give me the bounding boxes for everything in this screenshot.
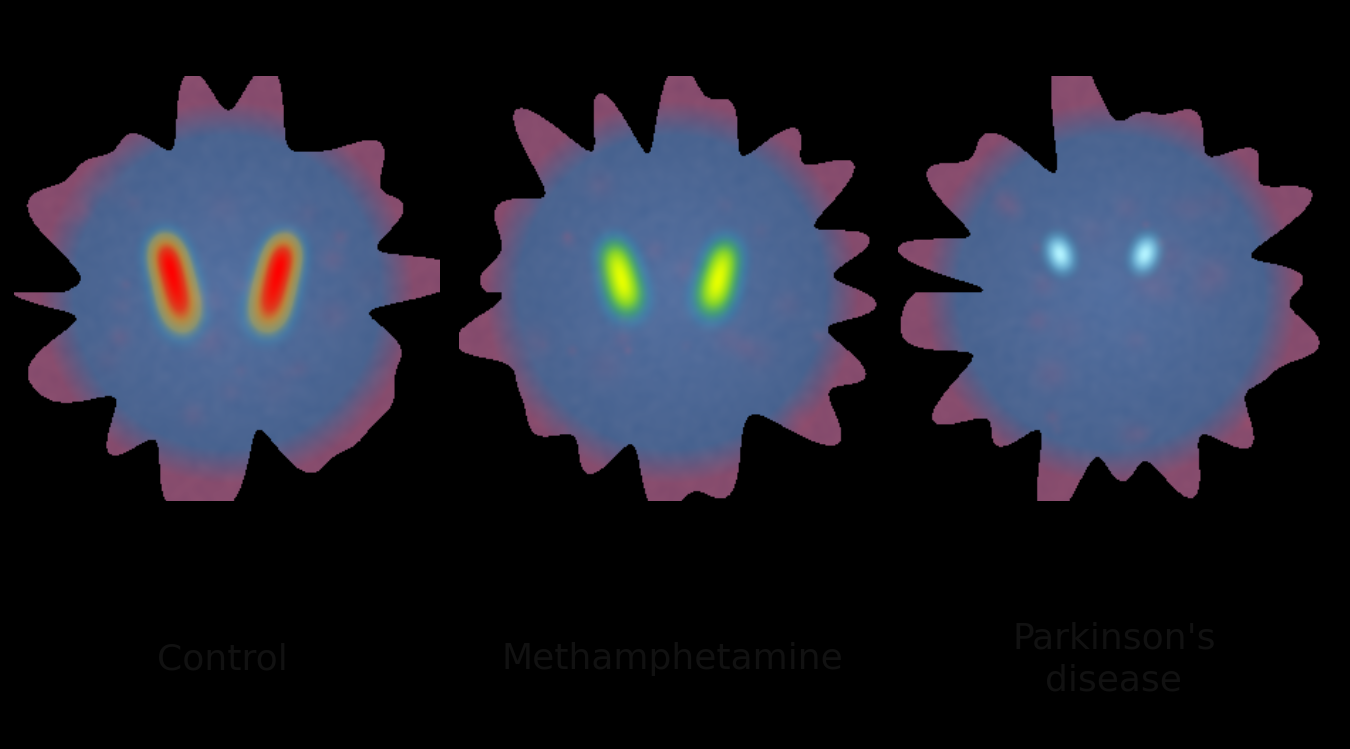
Text: Control: Control bbox=[158, 642, 288, 676]
Text: Parkinson's
disease: Parkinson's disease bbox=[1012, 621, 1215, 697]
Text: Methamphetamine: Methamphetamine bbox=[501, 642, 844, 676]
